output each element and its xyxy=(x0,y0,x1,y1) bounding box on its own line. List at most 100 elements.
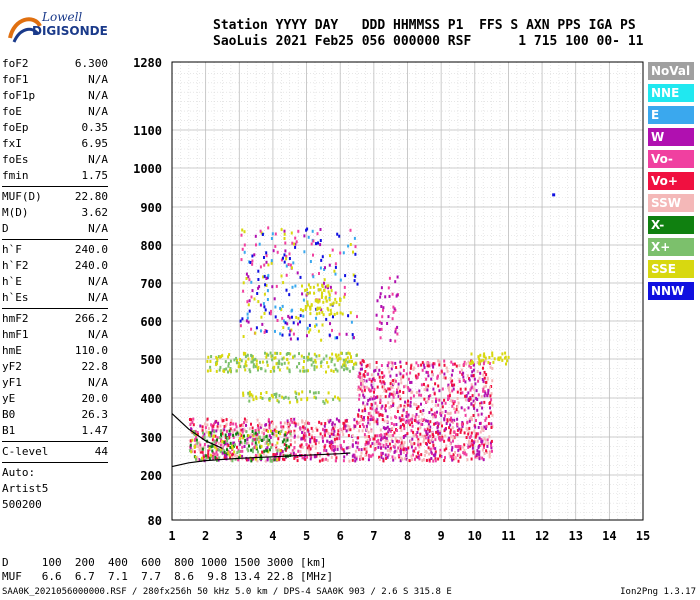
param-row-b0: B0 26.3 xyxy=(2,407,108,423)
echo-point xyxy=(401,447,404,451)
echo-point xyxy=(392,390,395,394)
echo-point xyxy=(268,426,271,430)
echo-point xyxy=(243,365,246,369)
echo-point xyxy=(332,397,335,401)
echo-point xyxy=(458,380,461,383)
echo-point xyxy=(305,305,308,309)
echo-point xyxy=(421,459,424,463)
echo-point xyxy=(303,234,306,238)
echo-point xyxy=(338,332,341,336)
echo-point xyxy=(384,453,387,457)
echo-point xyxy=(221,419,224,423)
echo-point xyxy=(236,429,238,433)
echo-point xyxy=(330,432,333,436)
echo-point xyxy=(314,299,317,303)
echo-point xyxy=(378,455,381,459)
echo-point xyxy=(269,459,272,463)
echo-point xyxy=(282,396,285,400)
echo-point xyxy=(351,333,354,337)
echo-point xyxy=(209,453,212,457)
echo-point xyxy=(358,397,361,401)
echo-point xyxy=(190,427,193,431)
echo-point xyxy=(307,355,310,359)
echo-point xyxy=(325,354,328,358)
echo-point xyxy=(354,245,357,249)
echo-point xyxy=(339,251,342,255)
echo-point xyxy=(449,428,452,432)
echo-point xyxy=(211,444,214,448)
echo-point xyxy=(445,444,448,448)
echo-point xyxy=(451,458,454,462)
echo-point xyxy=(471,385,474,389)
echo-point xyxy=(438,398,441,402)
echo-point xyxy=(322,300,325,304)
echo-point xyxy=(377,372,380,376)
echo-point xyxy=(273,433,276,437)
echo-point xyxy=(216,425,219,429)
param-key: hmF2 xyxy=(2,312,29,325)
echo-point xyxy=(271,232,274,236)
echo-point xyxy=(283,458,286,462)
echo-point xyxy=(294,396,297,399)
echo-point xyxy=(452,453,455,457)
echo-point xyxy=(256,432,259,436)
param-row-foes: foEs N/A xyxy=(2,152,108,168)
echo-point xyxy=(386,415,389,419)
echo-point xyxy=(425,370,428,374)
echo-point xyxy=(266,360,269,364)
echo-point xyxy=(264,369,267,373)
echo-point xyxy=(227,364,230,368)
echo-point xyxy=(367,399,370,402)
echo-point xyxy=(355,457,358,461)
echo-point xyxy=(345,352,348,356)
echo-point xyxy=(302,298,305,302)
echo-point xyxy=(427,436,430,440)
param-row-fof2: foF2 6.300 xyxy=(2,56,108,72)
echo-point xyxy=(394,437,397,441)
echo-point xyxy=(427,395,430,399)
echo-point xyxy=(342,358,345,362)
echo-point xyxy=(441,401,444,405)
echo-point xyxy=(467,398,470,402)
echo-point xyxy=(336,358,339,362)
echo-point xyxy=(483,452,486,455)
echo-point xyxy=(264,351,266,355)
echo-point xyxy=(236,445,238,449)
echo-point xyxy=(217,422,220,425)
echo-point xyxy=(293,456,296,460)
echo-point xyxy=(370,373,373,377)
echo-point xyxy=(406,432,409,436)
echo-point xyxy=(339,297,341,301)
echo-point xyxy=(223,441,226,444)
echo-point xyxy=(436,410,438,414)
echo-point xyxy=(390,360,393,364)
echo-point xyxy=(394,361,397,365)
echo-point xyxy=(309,447,312,451)
echo-point xyxy=(335,417,338,421)
echo-point xyxy=(483,400,486,404)
echo-point xyxy=(311,444,314,448)
echo-point xyxy=(444,401,447,405)
echo-point xyxy=(336,369,339,373)
echo-point xyxy=(434,450,437,454)
echo-point xyxy=(284,395,287,399)
echo-point xyxy=(365,427,368,431)
echo-point xyxy=(492,360,495,364)
echo-point xyxy=(469,396,472,399)
echo-point xyxy=(286,437,289,440)
echo-point xyxy=(274,329,276,333)
echo-point xyxy=(451,383,453,387)
echo-point xyxy=(439,411,442,415)
echo-point xyxy=(241,436,244,440)
echo-point xyxy=(405,411,408,415)
echo-point xyxy=(251,357,254,361)
echo-point xyxy=(274,444,277,447)
param-value: N/A xyxy=(88,89,108,102)
echo-point xyxy=(307,235,310,239)
echo-point xyxy=(412,367,415,371)
echo-point xyxy=(252,358,255,362)
echo-point xyxy=(407,399,409,403)
echo-point xyxy=(368,363,371,366)
echo-point xyxy=(263,312,266,315)
echo-point xyxy=(423,388,426,392)
